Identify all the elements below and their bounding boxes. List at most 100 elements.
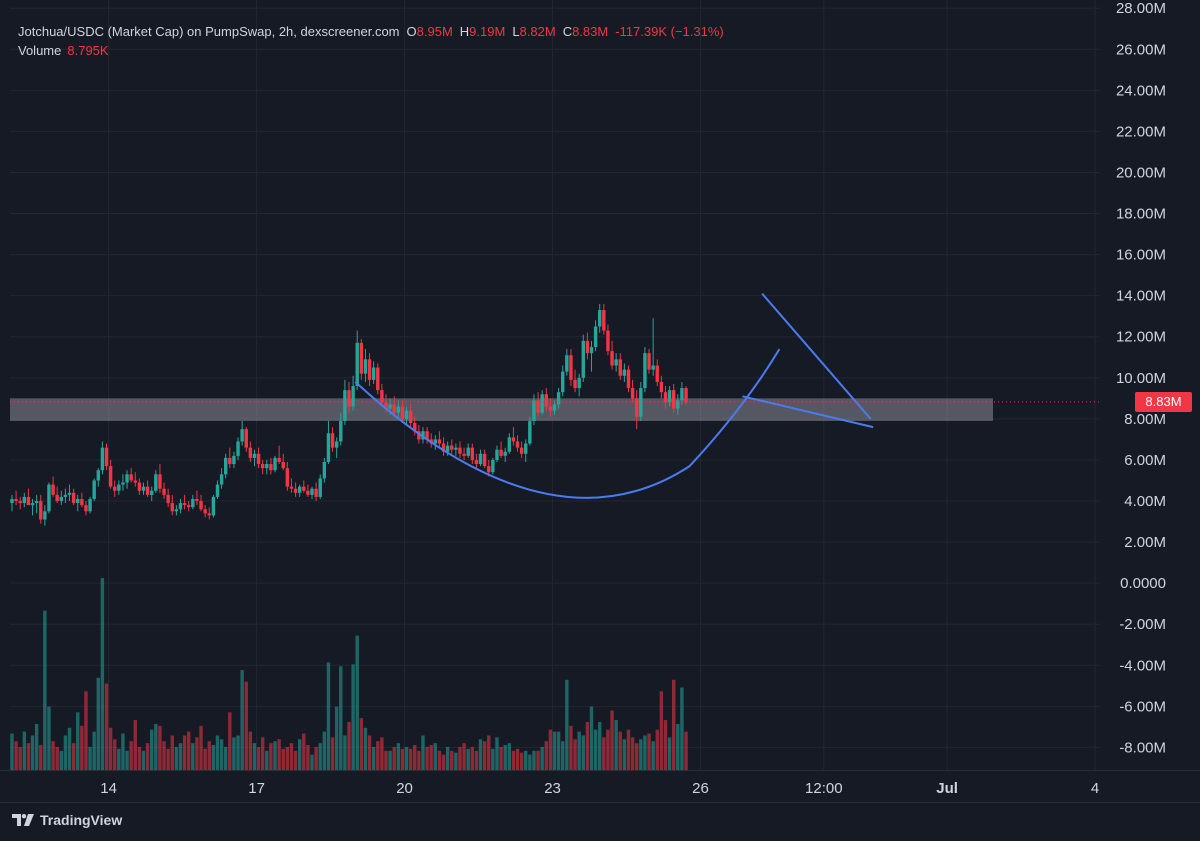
candle-body — [63, 494, 68, 497]
candle-body — [519, 447, 524, 454]
y-tick-label: 12.00M — [1116, 329, 1166, 346]
candle-body — [384, 402, 388, 409]
candle-body — [606, 330, 610, 352]
candle-body — [170, 503, 174, 512]
candle-body — [55, 494, 59, 502]
volume-bar — [30, 735, 35, 770]
candle-body — [544, 394, 548, 407]
candle-body — [129, 474, 133, 481]
y-tick-label: 22.00M — [1116, 123, 1166, 140]
change-value: -117.39K (−1.31%) — [615, 24, 724, 39]
volume-bar — [540, 746, 544, 770]
volume-bar — [285, 746, 290, 770]
candle-body — [260, 464, 265, 469]
volume-bar — [260, 737, 265, 770]
volume-bar — [643, 735, 647, 770]
volume-bar — [503, 745, 507, 770]
volume-label: Volume — [18, 43, 62, 58]
volume-bar — [367, 735, 372, 770]
candle-body — [51, 484, 55, 495]
candle-body — [425, 431, 429, 440]
wedge-lower-line — [742, 395, 874, 429]
volume-bar — [474, 750, 479, 770]
volume-bar — [639, 739, 643, 770]
candle-body — [104, 447, 109, 467]
volume-bar — [569, 725, 573, 770]
y-tick-label: 14.00M — [1116, 288, 1166, 305]
candle-body — [376, 367, 380, 391]
volume-bar — [88, 746, 92, 770]
candle-body — [67, 492, 72, 495]
volume-bar — [306, 745, 310, 770]
volume-bar — [289, 743, 294, 770]
candle-body — [30, 503, 35, 506]
candle-body — [351, 386, 355, 407]
candle-body — [326, 433, 331, 462]
last-price-tag: 8.83M — [1135, 391, 1192, 412]
volume-bar — [351, 664, 355, 770]
volume-bar — [598, 722, 602, 770]
volume-bar — [487, 735, 491, 770]
candle-body — [133, 480, 137, 483]
candle-body — [482, 453, 487, 467]
candle-body — [228, 457, 232, 465]
volume-bar — [34, 723, 39, 770]
volume-bar — [293, 750, 298, 770]
candle-body — [371, 367, 376, 380]
candle-body — [26, 496, 31, 506]
volume-bar — [659, 691, 664, 770]
candle-body — [565, 355, 569, 372]
candle-body — [676, 400, 680, 409]
candle-body — [470, 447, 475, 460]
tradingview-brand: TradingView — [40, 812, 123, 828]
candle-body — [285, 468, 290, 487]
volume-bar — [76, 712, 80, 770]
candle-body — [187, 505, 191, 508]
volume-bar — [684, 731, 688, 770]
candle-body — [84, 505, 88, 512]
tradingview-footer[interactable]: TradingView — [12, 812, 122, 828]
volume-bar — [462, 743, 466, 770]
volume-bar — [22, 731, 27, 770]
volume-bar — [482, 741, 487, 770]
volume-bar — [515, 748, 520, 770]
volume-bar — [256, 746, 261, 770]
volume-bar — [63, 735, 68, 770]
volume-bar — [154, 723, 158, 770]
candle-body — [43, 511, 47, 520]
candle-body — [121, 482, 125, 485]
candle-body — [174, 509, 179, 512]
volume-bar — [384, 750, 388, 770]
y-tick-label: 8.00M — [1124, 411, 1166, 428]
volume-bar — [55, 746, 59, 770]
candle-body — [643, 353, 647, 389]
volume-bar — [495, 737, 499, 770]
candle-body — [589, 347, 594, 354]
candle-body — [610, 351, 614, 366]
candle-body — [355, 342, 359, 387]
volume-bar — [334, 706, 339, 770]
wedge-upper-line — [761, 292, 872, 420]
low-label: L — [512, 24, 520, 39]
candle-body — [647, 353, 651, 370]
volume-bar — [363, 727, 368, 770]
volume-bar — [232, 737, 236, 770]
candle-body — [380, 390, 384, 403]
candle-body — [359, 342, 364, 374]
y-tick-label: -4.00M — [1119, 657, 1166, 674]
candle-body — [417, 431, 421, 440]
candle-body — [141, 486, 146, 491]
candle-body — [626, 369, 631, 389]
candle-body — [108, 466, 113, 487]
volume-bar — [647, 733, 651, 770]
candle-body — [639, 388, 643, 417]
volume-bar — [585, 722, 590, 770]
candle-body — [59, 496, 63, 502]
candle-body — [437, 439, 442, 444]
volume-bar — [223, 746, 228, 770]
candle-body — [392, 404, 396, 413]
candle-body — [289, 486, 294, 489]
x-tick-label: 4 — [1091, 780, 1099, 797]
candle-body — [441, 443, 446, 452]
